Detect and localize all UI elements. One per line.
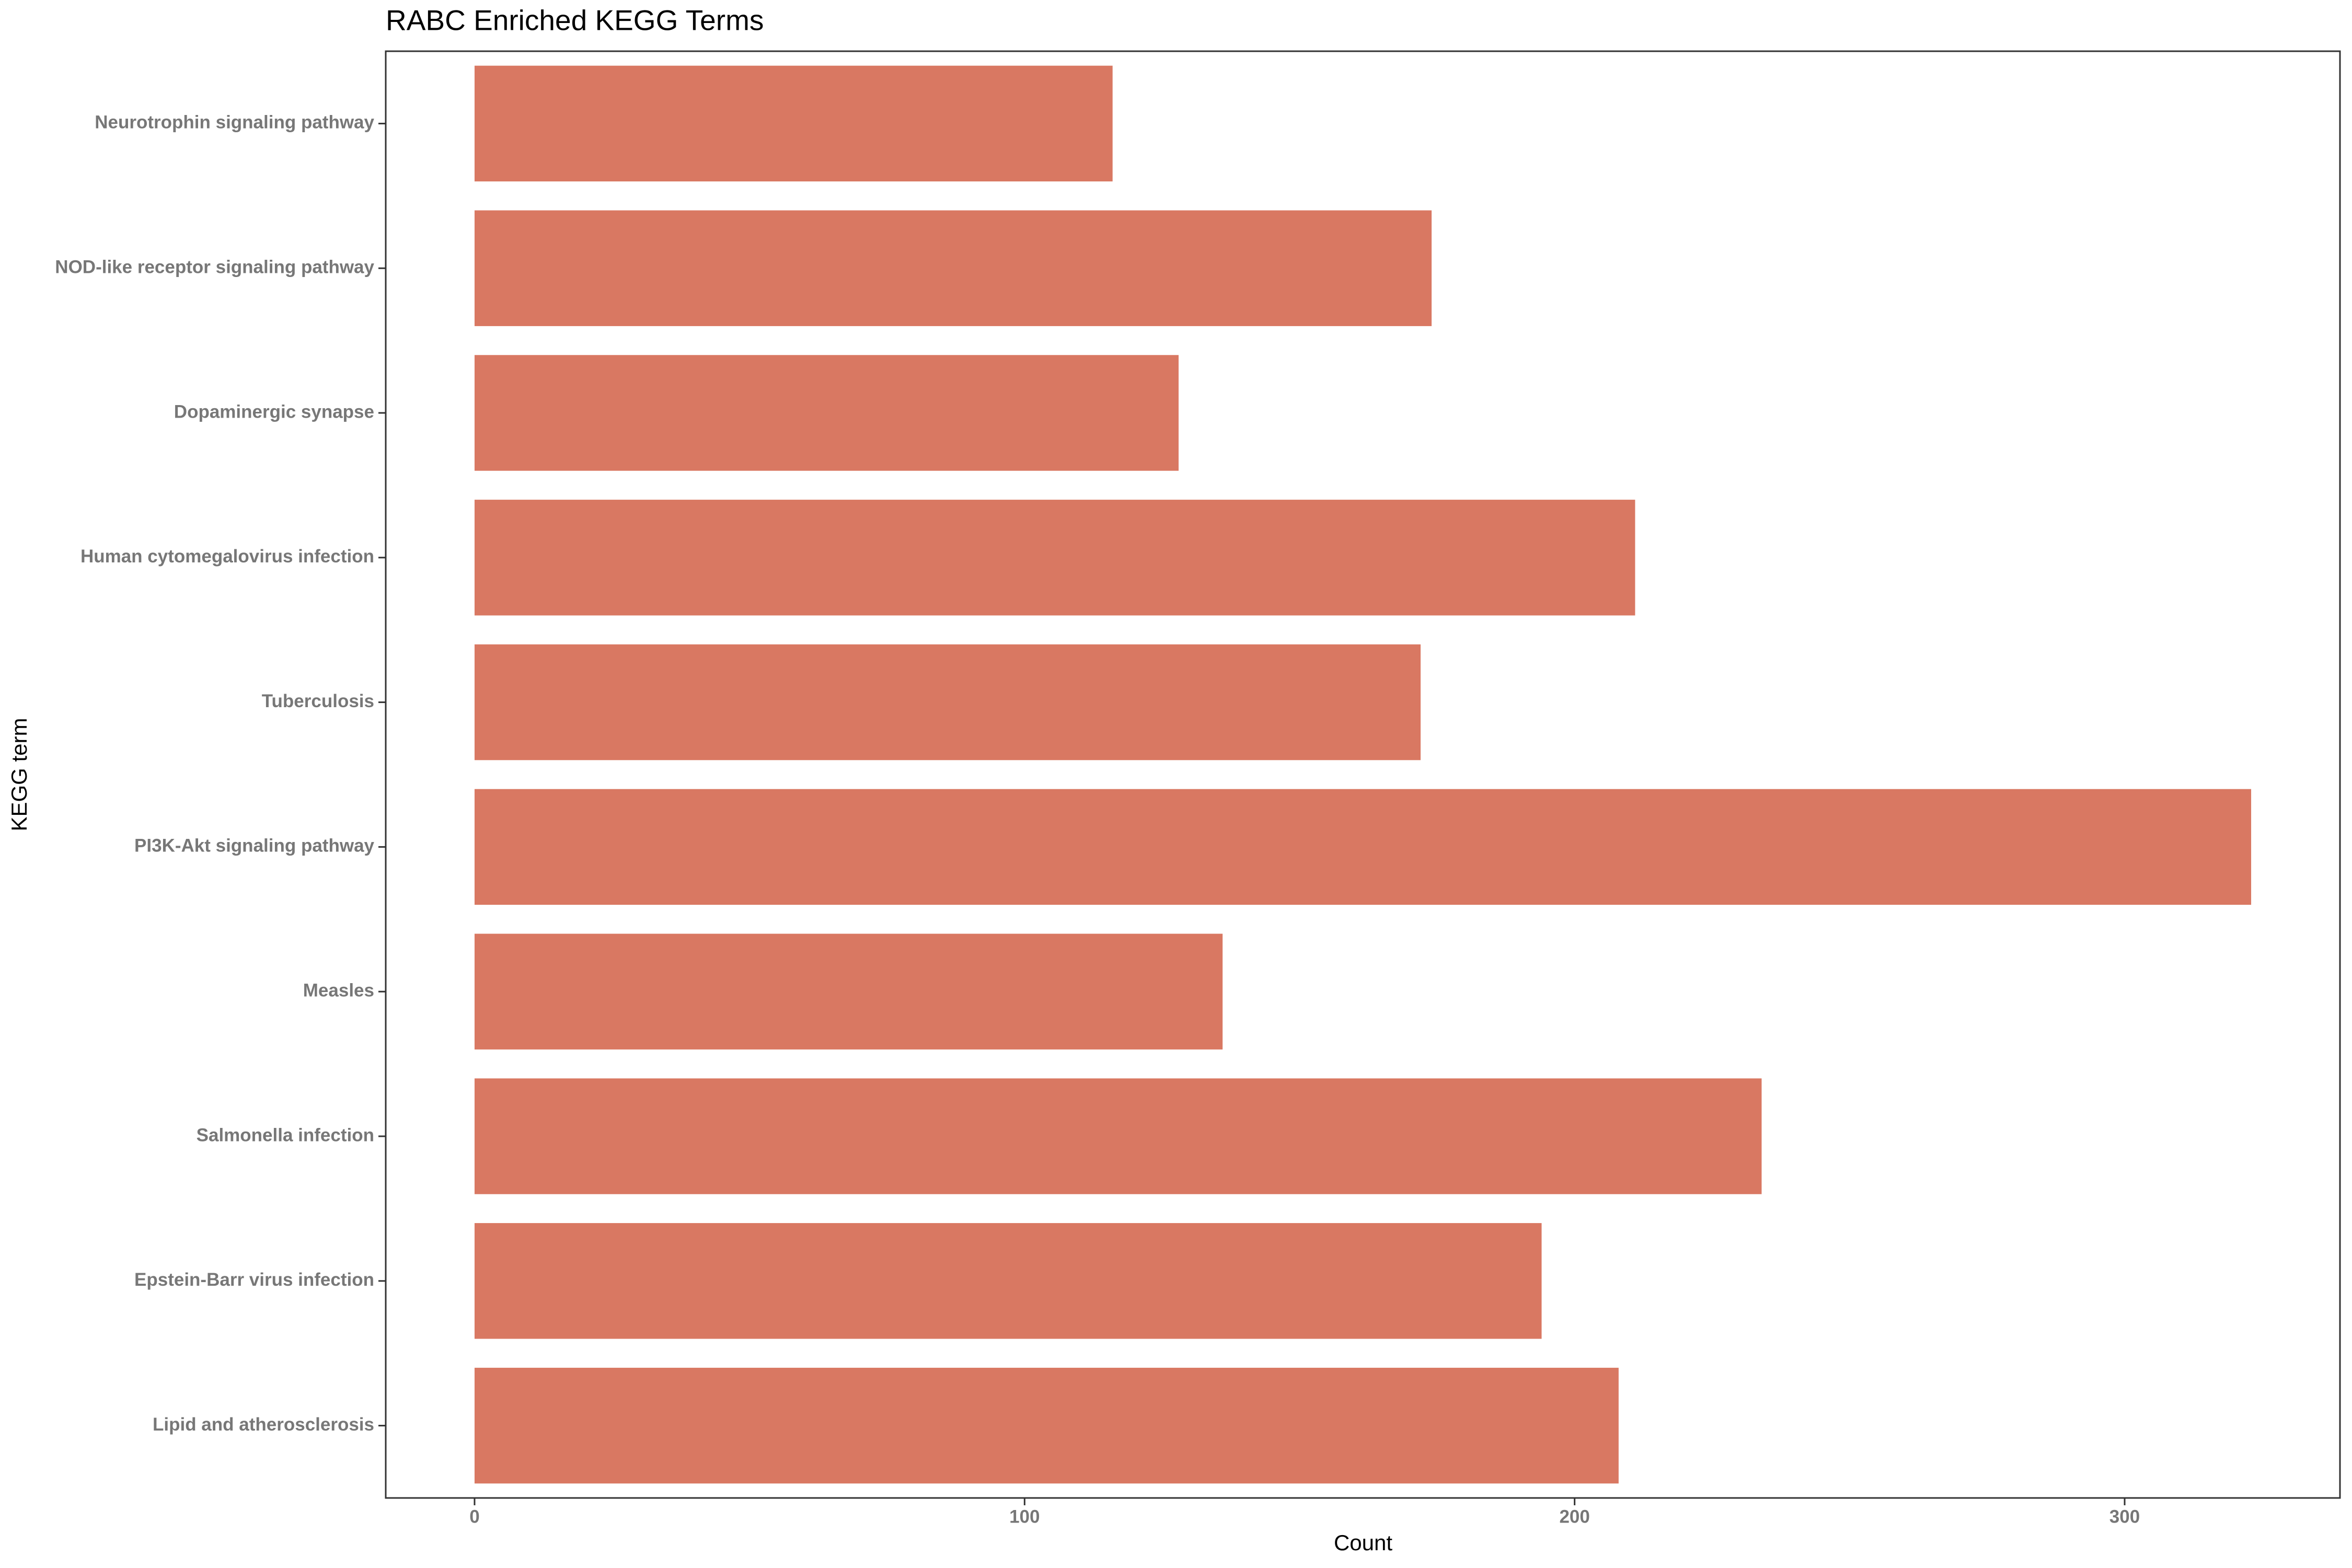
y-tick-label: Epstein-Barr virus infection [134, 1270, 374, 1290]
x-tick-label: 200 [1559, 1506, 1589, 1527]
x-tick-label: 0 [469, 1506, 479, 1527]
y-tick-label: Dopaminergic synapse [174, 401, 374, 422]
bar [474, 644, 1421, 760]
y-tick-label: Salmonella infection [197, 1125, 374, 1145]
bar [474, 789, 2252, 905]
bar [474, 500, 1635, 616]
panel-border [385, 50, 2341, 1499]
bar [474, 355, 1179, 471]
y-tick-label: Neurotrophin signaling pathway [95, 112, 374, 133]
bar [474, 933, 1223, 1050]
x-axis-title: Count [1334, 1530, 1392, 1555]
bar [474, 210, 1432, 326]
x-tick-label: 300 [2109, 1506, 2140, 1527]
y-tick-label: NOD-like receptor signaling pathway [55, 257, 374, 277]
y-axis-title: KEGG term [7, 718, 31, 831]
bar [474, 1223, 1542, 1339]
y-tick-label: Tuberculosis [262, 691, 374, 711]
bar [474, 1078, 1762, 1194]
y-tick-label: PI3K-Akt signaling pathway [134, 836, 374, 856]
y-tick-label: Lipid and atherosclerosis [153, 1414, 374, 1435]
x-tick-label: 100 [1009, 1506, 1040, 1527]
chart-title: RABC Enriched KEGG Terms [386, 4, 764, 37]
y-tick-label: Human cytomegalovirus infection [80, 546, 374, 567]
bar [474, 65, 1113, 182]
y-tick-label: Measles [303, 980, 374, 1000]
bar [474, 1367, 1619, 1484]
